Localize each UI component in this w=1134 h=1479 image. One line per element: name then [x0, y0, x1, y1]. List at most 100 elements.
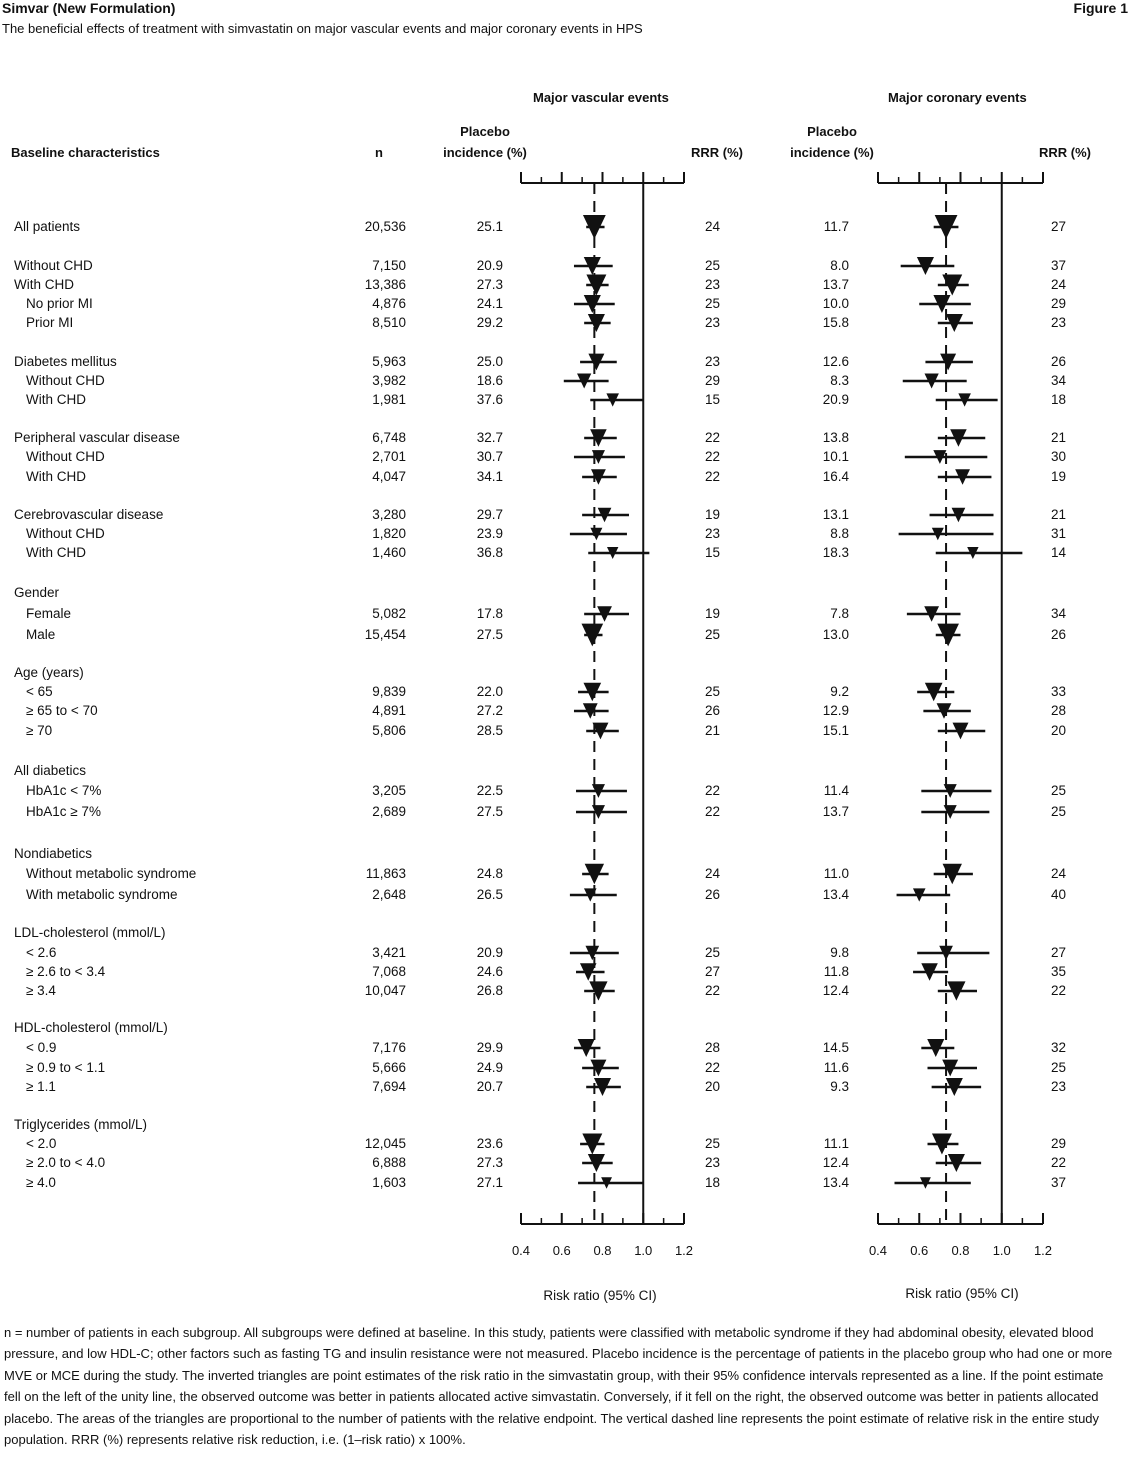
mce-placebo-header-line2: incidence (%) — [790, 145, 874, 160]
row-n: 7,176 — [372, 1040, 406, 1055]
mve-tick-label: 0.4 — [512, 1243, 530, 1258]
mve-rrr: 20 — [704, 1079, 720, 1094]
mce-rrr: 26 — [1050, 354, 1066, 369]
mve-point-estimate — [591, 784, 605, 798]
mve-placebo-incidence: 24.6 — [476, 964, 503, 979]
row-n: 4,876 — [372, 296, 406, 311]
mce-placebo-incidence: 13.4 — [822, 1175, 849, 1190]
mve-placebo-incidence: 29.7 — [476, 507, 503, 522]
row-label: With CHD — [14, 277, 74, 292]
mce-rrr: 19 — [1050, 469, 1066, 484]
mve-placebo-incidence: 30.7 — [476, 449, 503, 464]
row-n: 1,603 — [372, 1175, 406, 1190]
mce-point-estimate — [920, 1177, 931, 1189]
mve-placebo-incidence: 25.0 — [476, 354, 503, 369]
mce-rrr: 37 — [1050, 258, 1066, 273]
mce-rrr: 30 — [1050, 449, 1066, 464]
figure-label: Figure 1 — [1073, 0, 1128, 16]
row-n: 4,891 — [372, 703, 406, 718]
mve-tick-label: 1.2 — [675, 1243, 693, 1258]
row-label: Cerebrovascular disease — [14, 507, 164, 522]
mce-point-estimate — [943, 784, 957, 798]
forest-plot: 0.4 0.6 0.8 1.0 1.2 0.4 0.6 0.8 1.0 1.2 — [512, 172, 1052, 1258]
mve-rrr: 22 — [704, 469, 720, 484]
mce-placebo-incidence: 15.1 — [822, 723, 849, 738]
mce-rrr: 26 — [1050, 627, 1066, 642]
mce-rrr: 32 — [1050, 1040, 1066, 1055]
row-label: ≥ 2.0 to < 4.0 — [26, 1155, 106, 1170]
row-n: 1,820 — [372, 526, 406, 541]
mve-point-estimate — [601, 1177, 612, 1189]
mve-placebo-incidence: 28.5 — [476, 723, 503, 738]
row-label: Without CHD — [14, 258, 93, 273]
row-label: With CHD — [26, 392, 86, 407]
row-label: ≥ 4.0 — [26, 1175, 56, 1190]
row-n: 12,045 — [364, 1136, 406, 1151]
mve-point-estimate — [606, 547, 619, 559]
row-n: 6,888 — [372, 1155, 406, 1170]
row-label: Gender — [14, 585, 60, 600]
mce-placebo-incidence: 20.9 — [822, 392, 849, 407]
row-n: 7,694 — [372, 1079, 406, 1094]
mve-point-estimate — [583, 295, 601, 313]
mce-point-estimate — [927, 1039, 945, 1057]
row-label: All diabetics — [14, 763, 87, 778]
mce-placebo-incidence: 11.8 — [823, 964, 849, 979]
mce-point-estimate — [945, 314, 963, 332]
mce-rrr: 28 — [1050, 703, 1066, 718]
mce-point-estimate — [924, 606, 940, 622]
mce-placebo-incidence: 12.4 — [822, 1155, 849, 1170]
mve-placebo-incidence: 17.8 — [476, 606, 503, 621]
mve-rrr: 22 — [704, 1060, 720, 1075]
row-n: 2,689 — [372, 804, 406, 819]
row-label: Triglycerides (mmol/L) — [14, 1117, 148, 1132]
mve-placebo-incidence: 34.1 — [476, 469, 503, 484]
mce-rrr: 14 — [1050, 545, 1066, 560]
row-label: ≥ 65 to < 70 — [26, 703, 98, 718]
row-label: HbA1c < 7% — [26, 783, 102, 798]
mce-tick-label: 0.4 — [869, 1243, 887, 1258]
mve-placebo-incidence: 27.5 — [476, 627, 503, 642]
mve-point-estimate — [590, 527, 603, 541]
document-title: Simvar (New Formulation) — [2, 0, 176, 16]
mce-rrr: 23 — [1050, 1079, 1066, 1094]
mve-placebo-incidence: 24.9 — [476, 1060, 503, 1075]
mve-placebo-incidence: 22.0 — [476, 684, 503, 699]
mve-placebo-incidence: 20.9 — [476, 258, 503, 273]
mce-rrr: 31 — [1050, 526, 1066, 541]
mce-point-estimate — [958, 393, 971, 407]
mve-tick-label: 0.6 — [553, 1243, 571, 1258]
mve-rrr: 22 — [704, 804, 720, 819]
mce-rrr: 34 — [1050, 373, 1066, 388]
row-label: With CHD — [26, 469, 86, 484]
mve-point-estimate — [589, 981, 608, 1001]
row-n: 5,806 — [372, 723, 406, 738]
mce-point-estimate — [952, 722, 969, 740]
mce-point-estimate — [939, 945, 953, 961]
mve-rrr: 25 — [704, 1136, 720, 1151]
mve-point-estimate — [591, 805, 605, 819]
mve-placebo-incidence: 26.5 — [476, 887, 503, 902]
row-label: < 2.6 — [26, 945, 57, 960]
baseline-header: Baseline characteristics — [11, 145, 160, 160]
mce-point-estimate — [945, 1078, 963, 1096]
mve-placebo-header-line2: incidence (%) — [443, 145, 527, 160]
mce-point-estimate — [942, 274, 963, 296]
mve-point-estimate — [585, 945, 600, 961]
mce-placebo-incidence: 11.6 — [823, 1060, 849, 1075]
row-n: 10,047 — [364, 983, 406, 998]
row-label: Without CHD — [26, 373, 105, 388]
mce-placebo-incidence: 18.3 — [822, 545, 849, 560]
mve-rrr: 15 — [704, 545, 720, 560]
mve-point-estimate — [586, 274, 607, 296]
mce-point-estimate — [933, 295, 951, 313]
row-label: LDL-cholesterol (mmol/L) — [14, 925, 166, 940]
row-n: 1,460 — [372, 545, 406, 560]
mve-point-estimate — [581, 623, 604, 647]
mce-rrr: 27 — [1050, 945, 1066, 960]
row-label: HbA1c ≥ 7% — [26, 804, 101, 819]
mve-placebo-incidence: 27.5 — [476, 804, 503, 819]
mce-point-estimate — [936, 703, 952, 719]
row-label: < 2.0 — [26, 1136, 57, 1151]
mce-placebo-incidence: 16.4 — [822, 469, 849, 484]
